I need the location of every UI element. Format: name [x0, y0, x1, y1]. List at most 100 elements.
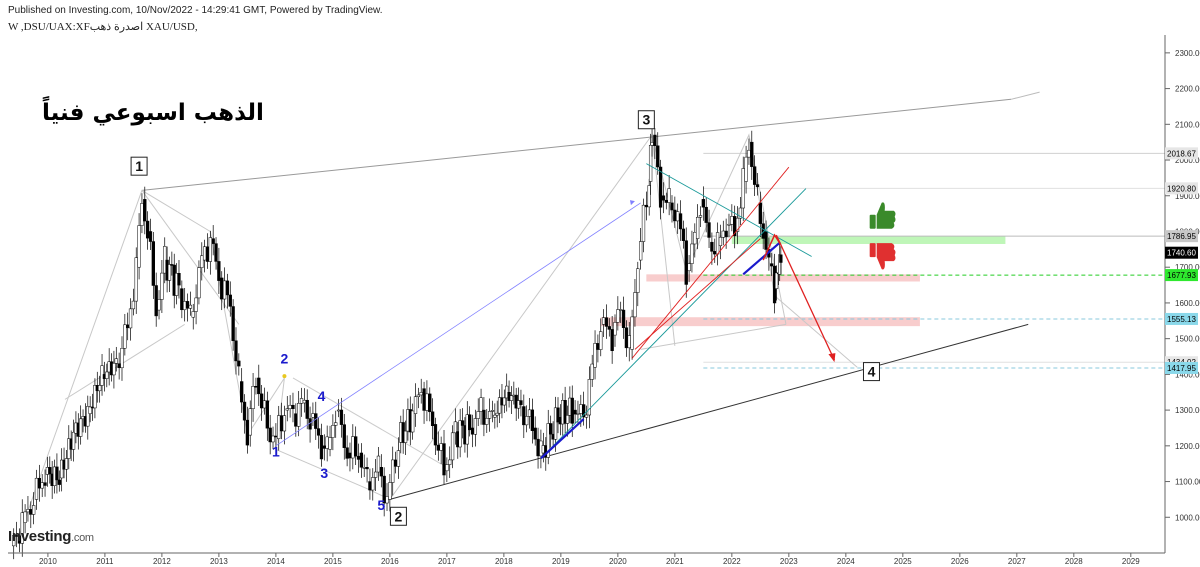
y-tick-label: 1300.00 — [1175, 406, 1200, 415]
candle-body — [460, 420, 465, 426]
candle-body — [621, 309, 626, 328]
candle-body — [627, 335, 631, 349]
candle-body — [693, 232, 697, 245]
candle-body — [741, 168, 745, 209]
candle-body — [105, 371, 109, 379]
candle-body — [183, 301, 187, 311]
candle-body — [20, 512, 24, 544]
candle-body — [710, 241, 714, 252]
lower-zone-red — [600, 317, 920, 327]
candle-body — [509, 395, 514, 401]
major-wave-box — [637, 110, 655, 130]
x-tick-label: 2012 — [153, 557, 171, 566]
major-wave-box — [389, 506, 407, 526]
candle-body — [752, 166, 757, 185]
x-tick-label: 2016 — [381, 557, 399, 566]
candle-body — [37, 477, 41, 489]
candle-body — [641, 204, 646, 242]
candle-body — [274, 435, 278, 438]
impulse-projection-line — [275, 202, 641, 447]
candle-body — [376, 455, 381, 473]
candle-body — [342, 424, 346, 448]
candle-body — [670, 202, 674, 211]
candle-body — [497, 397, 502, 414]
candle-body — [667, 188, 671, 203]
candle-body — [43, 482, 47, 486]
candle-body — [458, 420, 462, 448]
major-wave-label: 1 — [135, 158, 143, 174]
price-label: 1786.95 — [1167, 232, 1196, 241]
candle-body — [744, 156, 748, 182]
x-tick-label: 2026 — [951, 557, 969, 566]
candle-body — [345, 447, 349, 459]
candle-body — [114, 358, 118, 364]
candle-body — [610, 329, 614, 352]
candle-body — [403, 430, 408, 443]
candle-body — [205, 246, 210, 262]
blue-wave-segment — [742, 241, 782, 276]
candle-body — [220, 277, 224, 300]
thumbs-up-hand — [876, 202, 896, 229]
candle-body — [439, 443, 443, 451]
candle-body — [687, 263, 691, 272]
price-label: 1555.13 — [1167, 315, 1196, 324]
candle-body — [279, 415, 284, 432]
thumbs-down-icon — [869, 243, 896, 270]
minor-wave-label: 3 — [320, 465, 328, 481]
candle-body — [23, 511, 27, 523]
candle-body — [416, 394, 421, 397]
candle-body — [145, 220, 150, 239]
candle-body — [656, 145, 660, 168]
candle-body — [371, 477, 375, 491]
candle-body — [633, 292, 637, 318]
candle-body — [590, 363, 594, 380]
candle-body — [724, 230, 728, 238]
wave-structure-line — [141, 190, 240, 325]
minor-wave-label: 1 — [272, 444, 280, 460]
candle-body — [707, 222, 711, 238]
candle-body — [584, 414, 589, 418]
teal-channel-line — [540, 188, 807, 459]
candle-body — [576, 413, 580, 415]
candle-body — [163, 246, 167, 274]
candle-body — [268, 427, 272, 443]
blue-wave-segment — [540, 418, 585, 460]
x-tick-label: 2022 — [723, 557, 741, 566]
thumbs-down-cuff — [869, 243, 876, 258]
candle-body — [314, 413, 318, 429]
candle-body — [774, 272, 779, 289]
candle-body — [271, 435, 275, 443]
candle-body — [388, 482, 392, 500]
candle-body — [527, 409, 532, 417]
candle-body — [442, 443, 446, 476]
candle-body — [325, 436, 329, 449]
minor-wave-label: 2 — [281, 351, 289, 367]
candle-body — [704, 206, 708, 223]
candle-body — [445, 464, 449, 472]
candle-body — [536, 438, 540, 457]
candle-body — [234, 340, 238, 362]
minor-wave-label: 4 — [318, 388, 326, 404]
candle-body — [242, 401, 247, 421]
candle-body — [291, 404, 295, 409]
candle-body — [339, 409, 344, 425]
price-label: 2018.67 — [1167, 149, 1196, 158]
candle-body — [713, 251, 717, 255]
candle-body — [294, 413, 298, 427]
y-tick-label: 1500.00 — [1175, 335, 1200, 344]
candle-body — [112, 363, 116, 376]
candle-body — [453, 421, 458, 434]
candle-body — [131, 300, 136, 310]
candle-body — [653, 134, 657, 147]
candle-body — [470, 427, 475, 435]
candle-body — [650, 142, 654, 146]
candle-body — [525, 416, 529, 426]
candle-body — [436, 444, 440, 451]
candle-body — [382, 475, 386, 504]
major-wave-label: 2 — [395, 508, 403, 524]
price-label-box — [1165, 246, 1198, 259]
candle-body — [167, 264, 172, 281]
candle-body — [379, 467, 383, 477]
thumbs-down-hand — [876, 243, 896, 270]
x-tick-label: 2025 — [894, 557, 912, 566]
